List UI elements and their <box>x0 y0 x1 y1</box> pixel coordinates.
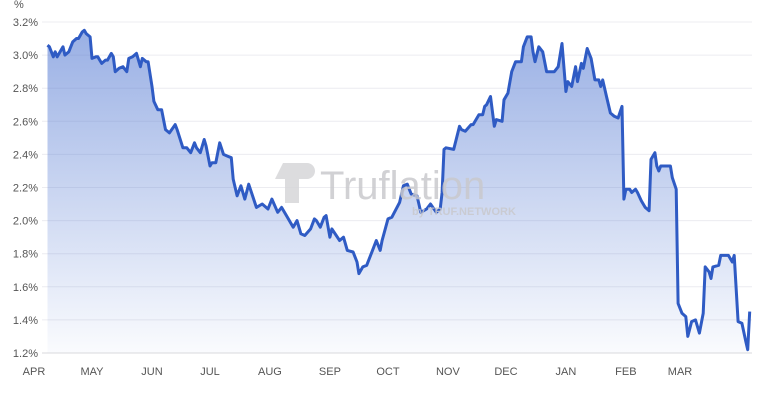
watermark-byline: by TRUF.NETWORK <box>412 206 516 218</box>
series-area-fill <box>47 30 750 354</box>
y-tick-label: 2.8% <box>13 83 38 95</box>
x-tick-label: DEC <box>494 366 517 378</box>
y-axis-unit-label: % <box>14 0 24 11</box>
y-tick-label: 2.4% <box>13 149 38 161</box>
y-tick-label: 1.4% <box>13 315 38 327</box>
y-tick-label: 3.2% <box>13 17 38 29</box>
x-tick-label: MAR <box>668 366 693 378</box>
y-axis-tick-labels: 1.2% 1.4% 1.6% 1.8% 2.0% 2.2% 2.4% 2.6% 2.8% 3.0%… <box>13 17 38 360</box>
y-tick-label: 2.6% <box>13 116 38 128</box>
x-tick-label: MAY <box>80 366 104 378</box>
y-tick-label: 1.2% <box>13 348 38 360</box>
y-tick-label: 2.2% <box>13 183 38 195</box>
x-tick-label: JUL <box>200 366 220 378</box>
y-tick-label: 1.8% <box>13 249 38 261</box>
series-line <box>46 28 752 352</box>
x-tick-label: FEB <box>615 366 636 378</box>
x-tick-label: APR <box>23 366 46 378</box>
x-tick-label: NOV <box>436 366 461 378</box>
truflation-watermark: Truflation by TRUF.NETWORK <box>275 163 516 218</box>
truflation-logo-icon <box>275 163 315 203</box>
y-tick-label: 3.0% <box>13 50 38 62</box>
x-axis-tick-labels: MAY JUN JUL AUG SEP OCT NOV DEC JAN FEB MAR APR <box>23 366 693 378</box>
x-tick-label: OCT <box>376 366 400 378</box>
x-tick-label: AUG <box>258 366 282 378</box>
x-tick-label: SEP <box>319 366 341 378</box>
y-tick-label: 1.6% <box>13 282 38 294</box>
x-tick-label: JAN <box>556 366 577 378</box>
y-tick-label: 2.0% <box>13 216 38 228</box>
x-tick-label: JUN <box>141 366 162 378</box>
watermark-brand: Truflation <box>320 164 485 208</box>
